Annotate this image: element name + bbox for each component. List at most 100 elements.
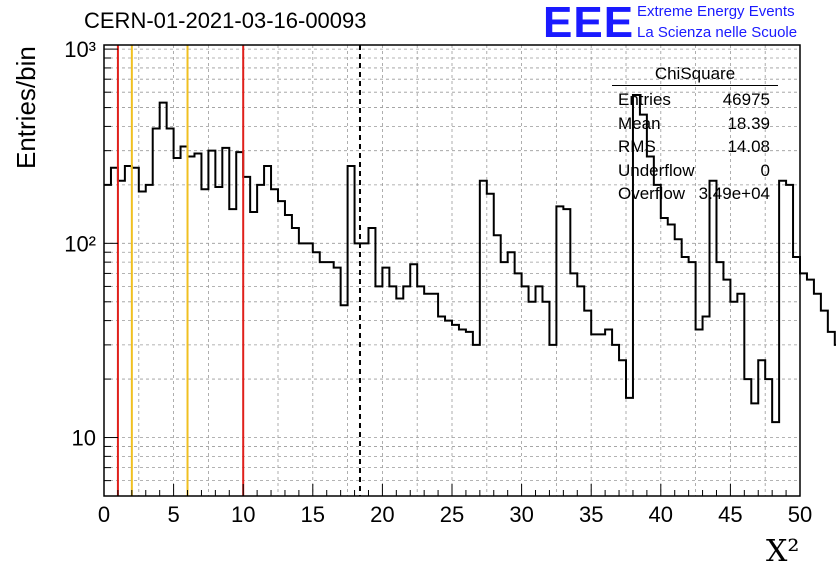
histogram-bin [313, 252, 320, 496]
histogram-bin [654, 185, 661, 496]
histogram-bin [257, 185, 264, 496]
histogram-bin [341, 305, 348, 496]
histogram-bin [542, 302, 549, 496]
histogram-bin [591, 334, 598, 496]
histogram-bin [111, 168, 118, 496]
histogram-bin [362, 243, 369, 496]
histogram-bin [605, 329, 612, 496]
histogram-bin [264, 166, 271, 496]
histogram-bin [348, 166, 355, 496]
x-tick-label: 5 [167, 502, 179, 527]
histogram-bin [549, 345, 556, 496]
histogram-bin [529, 302, 536, 496]
histogram-bin [146, 185, 153, 496]
histogram-bin [563, 209, 570, 496]
histogram-bin [452, 325, 459, 496]
histogram-bin [689, 262, 696, 496]
histogram-bin [612, 345, 619, 496]
x-tick-label: 10 [231, 502, 255, 527]
x-tick-label: 30 [509, 502, 533, 527]
histogram-bin [375, 286, 382, 496]
histogram-bin [466, 332, 473, 496]
histogram-bin [626, 398, 633, 496]
histogram-bin [160, 103, 167, 496]
x-tick-label: 35 [579, 502, 603, 527]
stats-row-overflow: Overflow 3.49e+04 [612, 182, 778, 206]
x-axis-label: X² [766, 534, 800, 569]
histogram-bin [389, 286, 396, 496]
histogram-bin [306, 243, 313, 496]
y-axis-label: Entries/bin [11, 46, 41, 169]
histogram-bin [793, 257, 800, 496]
stats-row-underflow: Underflow 0 [612, 159, 778, 183]
x-tick-label: 25 [440, 502, 464, 527]
histogram-bin [278, 201, 285, 496]
stats-value: 0 [760, 160, 770, 180]
histogram-bin [716, 262, 723, 496]
x-tick-label: 50 [788, 502, 812, 527]
stats-label: Overflow [618, 184, 686, 203]
stats-row-entries: Entries 46975 [612, 88, 778, 112]
histogram-bin [494, 235, 501, 496]
histogram-bin [772, 422, 779, 496]
histogram-bin [501, 262, 508, 496]
histogram-bin [424, 294, 431, 496]
histogram-bin [299, 243, 306, 496]
histogram-bin [675, 239, 682, 496]
stats-value: 46975 [722, 90, 770, 109]
histogram-bin [188, 156, 195, 496]
histogram-bin [723, 280, 730, 496]
stats-value: 18.39 [727, 113, 770, 133]
histogram-bin [153, 129, 160, 496]
histogram-bin [758, 360, 765, 496]
histogram-bin [382, 268, 389, 496]
histogram-bin [814, 294, 821, 496]
histogram-bin [786, 185, 793, 496]
histogram-bin [710, 181, 717, 496]
histogram-bin [229, 209, 236, 496]
histogram-bin [619, 360, 626, 496]
histogram-bin [215, 187, 222, 496]
histogram-bin [515, 273, 522, 496]
histogram-bin [647, 156, 654, 496]
histogram-bin [285, 215, 292, 496]
histogram-bin [104, 185, 111, 496]
histogram-bin [132, 168, 139, 496]
histogram-bin [250, 212, 257, 496]
histogram-bin [661, 218, 668, 496]
histogram-bin [292, 228, 299, 496]
histogram-bin [556, 206, 563, 496]
stats-header: ChiSquare [612, 64, 778, 86]
histogram-bin [181, 147, 188, 496]
stats-label: Entries [618, 90, 671, 109]
y-tick-label: 10² [64, 231, 96, 256]
histogram-bin [208, 151, 215, 496]
y-tick-label: 10 [72, 426, 96, 451]
histogram-bin [480, 181, 487, 496]
eee-logo-line1: Extreme Energy Events [637, 3, 795, 20]
stats-value: 14.08 [727, 137, 770, 156]
histogram-bin [807, 280, 814, 496]
histogram-bin [417, 286, 424, 496]
histogram-bin [584, 311, 591, 496]
stats-value: 3.49e+04 [698, 184, 770, 203]
histogram-bin [243, 177, 250, 496]
histogram-bin [174, 158, 181, 496]
histogram-bin [167, 129, 174, 496]
histogram-bin [696, 329, 703, 496]
histogram-bin [118, 181, 125, 496]
plot-area [104, 45, 800, 496]
stats-label: Mean [618, 113, 661, 133]
stats-label: RMS [618, 137, 656, 156]
x-tick-label: 45 [718, 502, 742, 527]
histogram-bin [396, 298, 403, 496]
x-tick-label: 20 [370, 502, 394, 527]
histogram-bin [821, 311, 828, 496]
histogram-bin [320, 262, 327, 496]
histogram-bin [139, 191, 146, 496]
histogram-bin [222, 148, 229, 496]
x-tick-label: 40 [649, 502, 673, 527]
histogram-bin [508, 252, 515, 496]
histogram-bin [201, 189, 208, 496]
